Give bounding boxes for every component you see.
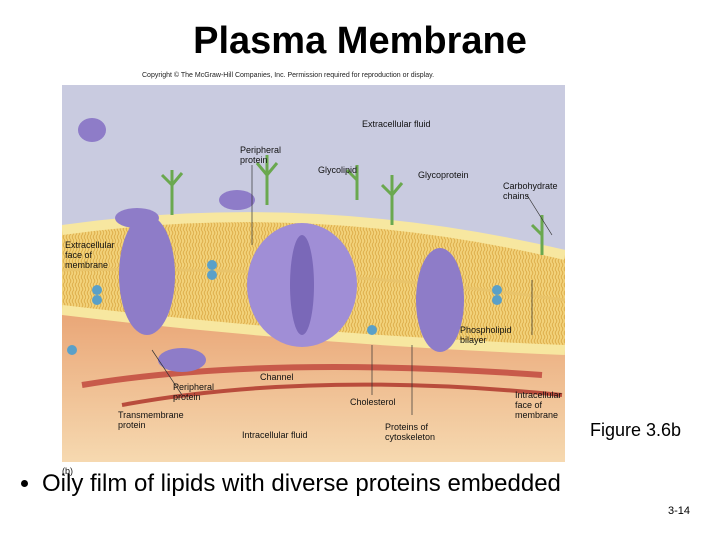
figure-label: Channel — [260, 372, 294, 382]
figure-label: Peripheral protein — [240, 145, 282, 165]
bullet-list: Oily film of lipids with diverse protein… — [18, 470, 561, 498]
membrane-illustration — [62, 85, 565, 462]
copyright: Copyright © The McGraw-Hill Companies, I… — [142, 72, 435, 79]
slide-title: Plasma Membrane — [193, 20, 527, 62]
figure-label: Transmembrane protein — [118, 410, 184, 430]
figure-label: Glycoprotein — [418, 170, 469, 180]
figure-label: Cholesterol — [350, 397, 396, 407]
figure-label: Glycolipid — [318, 165, 358, 175]
figure-label: Intracellular face of membrane — [515, 390, 562, 420]
figure-label: Peripheral protein — [173, 382, 215, 402]
figure-caption: Figure 3.6b — [590, 420, 682, 440]
figure-label: Proteins of cytoskeleton — [385, 422, 436, 442]
figure-label: Intracellular fluid — [242, 430, 308, 440]
panel-label: (b) — [62, 466, 73, 476]
figure-label: Carbohydrate chains — [503, 181, 558, 201]
page-number: 3-14 — [668, 505, 691, 517]
bullet: Oily film of lipids with diverse protein… — [42, 470, 561, 498]
figure-label: Extracellular fluid — [362, 119, 431, 129]
figure-label: Phospholipid bilayer — [460, 325, 512, 345]
figure-label: Extracellular face of membrane — [65, 240, 115, 270]
